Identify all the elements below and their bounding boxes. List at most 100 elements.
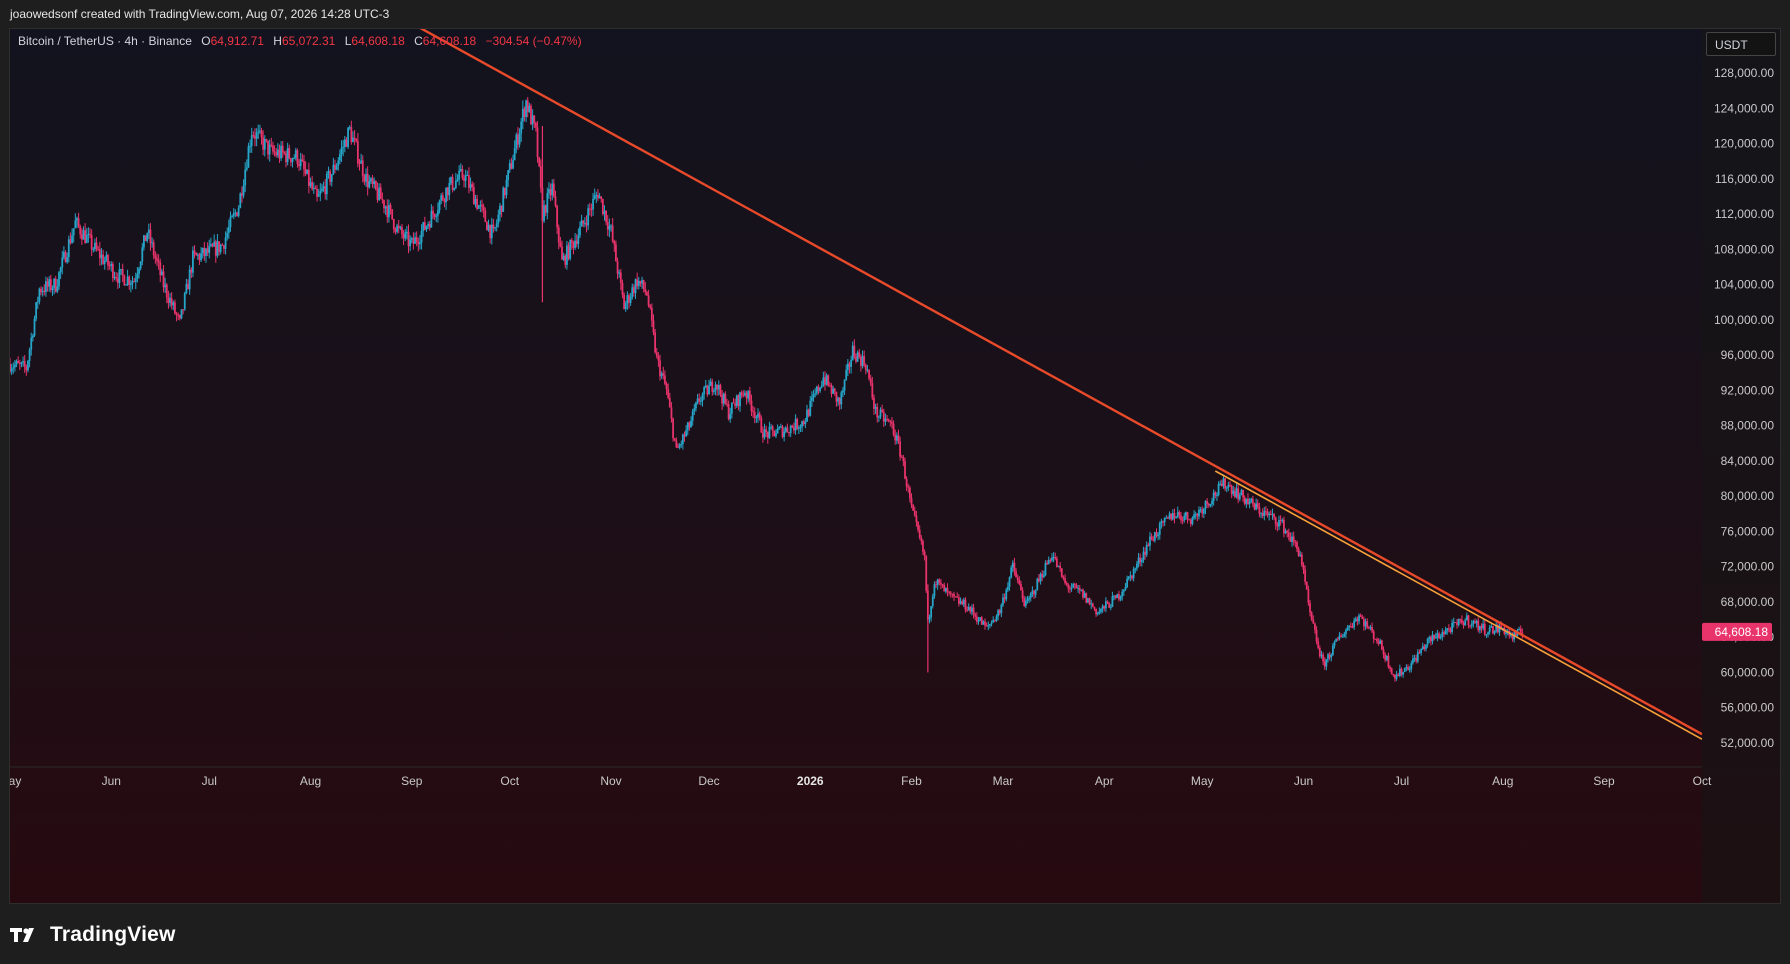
candle bbox=[654, 328, 657, 354]
candle-body bbox=[329, 171, 332, 182]
candle bbox=[789, 424, 792, 438]
currency-button[interactable]: USDT bbox=[1706, 32, 1776, 56]
candle-body bbox=[1469, 625, 1471, 627]
candle bbox=[1051, 553, 1053, 563]
candle-body bbox=[12, 367, 15, 369]
candle bbox=[1049, 558, 1052, 564]
candle-body bbox=[505, 180, 508, 196]
candle-body bbox=[306, 169, 309, 174]
chart-frame[interactable]: 132,000.00128,000.00124,000.00120,000.00… bbox=[9, 28, 1781, 904]
candle bbox=[198, 252, 201, 265]
candle-body bbox=[1371, 627, 1373, 632]
candle-body bbox=[201, 247, 204, 254]
candle bbox=[1454, 621, 1457, 624]
candle-body bbox=[742, 395, 745, 397]
candle bbox=[1387, 652, 1390, 669]
candle bbox=[933, 581, 936, 599]
candle-body bbox=[280, 145, 283, 159]
candle bbox=[1041, 569, 1044, 582]
candle bbox=[1475, 619, 1478, 628]
candle bbox=[1165, 515, 1168, 519]
candle-body bbox=[619, 272, 622, 283]
candle bbox=[1069, 585, 1071, 594]
candle-body bbox=[301, 159, 304, 162]
candle bbox=[1323, 657, 1326, 670]
candle bbox=[1384, 652, 1387, 663]
candle-body bbox=[727, 404, 730, 420]
last-price-badge bbox=[1702, 622, 1772, 641]
candle bbox=[1467, 614, 1470, 629]
candle-body bbox=[709, 381, 712, 386]
candle bbox=[1255, 498, 1258, 511]
candle-body bbox=[1080, 589, 1083, 591]
candle-body bbox=[404, 232, 407, 239]
candle-body bbox=[98, 249, 101, 259]
candle bbox=[680, 440, 683, 448]
candle bbox=[1282, 516, 1285, 538]
price-chart[interactable]: 132,000.00128,000.00124,000.00120,000.00… bbox=[10, 29, 1780, 903]
candle bbox=[281, 140, 284, 158]
candle-body bbox=[1439, 636, 1442, 639]
candle bbox=[1011, 560, 1014, 573]
candle-body bbox=[525, 100, 527, 117]
candle bbox=[1294, 540, 1297, 548]
candle-body bbox=[1354, 618, 1357, 621]
candle bbox=[953, 591, 955, 601]
candle bbox=[734, 398, 737, 409]
candle bbox=[868, 368, 870, 381]
candle-body bbox=[492, 224, 495, 229]
candle bbox=[1183, 512, 1186, 523]
candle-body bbox=[1248, 501, 1251, 505]
candle-body bbox=[1284, 530, 1287, 534]
candle bbox=[1085, 592, 1088, 604]
candle bbox=[1064, 574, 1066, 585]
candle-body bbox=[562, 255, 565, 260]
candle bbox=[938, 578, 941, 586]
candle-body bbox=[1091, 603, 1094, 607]
candle bbox=[1134, 567, 1137, 574]
candle-body bbox=[13, 364, 16, 368]
candle bbox=[1096, 611, 1099, 616]
candle bbox=[1336, 636, 1339, 642]
candle bbox=[174, 299, 176, 315]
candle bbox=[378, 183, 381, 202]
candle-body bbox=[1051, 557, 1053, 561]
candle-body bbox=[1346, 627, 1349, 631]
candle bbox=[845, 364, 848, 381]
candle-body bbox=[15, 360, 18, 365]
candle-body bbox=[374, 181, 377, 190]
candle-body bbox=[1281, 519, 1284, 521]
candle bbox=[85, 228, 88, 244]
candle bbox=[1431, 631, 1434, 645]
candle bbox=[90, 229, 93, 257]
candle-body bbox=[744, 392, 746, 396]
candle bbox=[556, 204, 559, 235]
candle bbox=[770, 423, 772, 430]
candle-body bbox=[422, 222, 425, 231]
candle-body bbox=[539, 166, 542, 188]
candle-body bbox=[517, 134, 519, 145]
candle bbox=[472, 182, 475, 205]
candle bbox=[255, 128, 258, 147]
candle-body bbox=[1216, 494, 1218, 496]
candle-body bbox=[1256, 503, 1259, 508]
candle bbox=[141, 243, 144, 266]
candle-body bbox=[1149, 536, 1151, 546]
candle-body bbox=[636, 279, 639, 287]
candle-body bbox=[1095, 608, 1097, 615]
candle bbox=[59, 266, 62, 279]
candle-body bbox=[343, 139, 346, 147]
candle bbox=[149, 223, 152, 251]
candle-body bbox=[891, 421, 893, 424]
candle-body bbox=[974, 614, 977, 617]
candle-body bbox=[543, 205, 545, 221]
candle bbox=[1261, 508, 1264, 519]
candle bbox=[1155, 528, 1158, 538]
candle bbox=[944, 587, 947, 594]
candle bbox=[187, 279, 189, 290]
candle-body bbox=[296, 150, 299, 164]
candle bbox=[647, 289, 650, 308]
candle-body bbox=[912, 504, 915, 511]
candle bbox=[425, 225, 428, 233]
candle-body bbox=[1010, 567, 1013, 578]
